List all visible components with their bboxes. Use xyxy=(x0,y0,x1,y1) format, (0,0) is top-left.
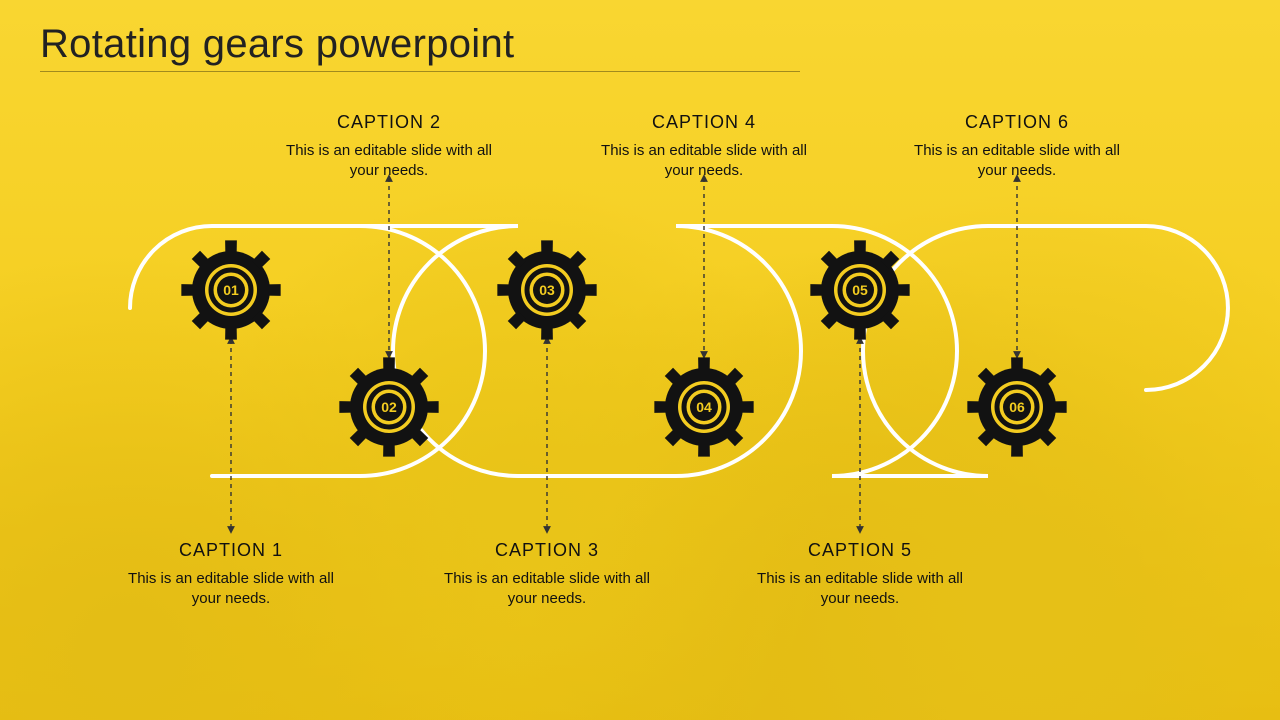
caption-block: CAPTION 5 This is an editable slide with … xyxy=(745,540,975,610)
caption-description: This is an editable slide with all your … xyxy=(589,141,819,182)
gear-icon xyxy=(339,357,438,456)
gear-icon xyxy=(181,240,280,339)
caption-block: CAPTION 2 This is an editable slide with … xyxy=(274,112,504,182)
gear-icon xyxy=(654,357,753,456)
gears-layer xyxy=(0,0,1280,720)
caption-description: This is an editable slide with all your … xyxy=(432,569,662,610)
caption-description: This is an editable slide with all your … xyxy=(116,569,346,610)
caption-title: CAPTION 5 xyxy=(745,540,975,561)
caption-title: CAPTION 1 xyxy=(116,540,346,561)
caption-title: CAPTION 2 xyxy=(274,112,504,133)
caption-title: CAPTION 3 xyxy=(432,540,662,561)
caption-description: This is an editable slide with all your … xyxy=(274,141,504,182)
caption-title: CAPTION 4 xyxy=(589,112,819,133)
gear-icon xyxy=(967,357,1066,456)
caption-block: CAPTION 6 This is an editable slide with … xyxy=(902,112,1132,182)
gear-icon xyxy=(497,240,596,339)
caption-title: CAPTION 6 xyxy=(902,112,1132,133)
caption-block: CAPTION 4 This is an editable slide with … xyxy=(589,112,819,182)
caption-block: CAPTION 1 This is an editable slide with … xyxy=(116,540,346,610)
caption-block: CAPTION 3 This is an editable slide with … xyxy=(432,540,662,610)
gear-icon xyxy=(810,240,909,339)
caption-description: This is an editable slide with all your … xyxy=(902,141,1132,182)
caption-description: This is an editable slide with all your … xyxy=(745,569,975,610)
